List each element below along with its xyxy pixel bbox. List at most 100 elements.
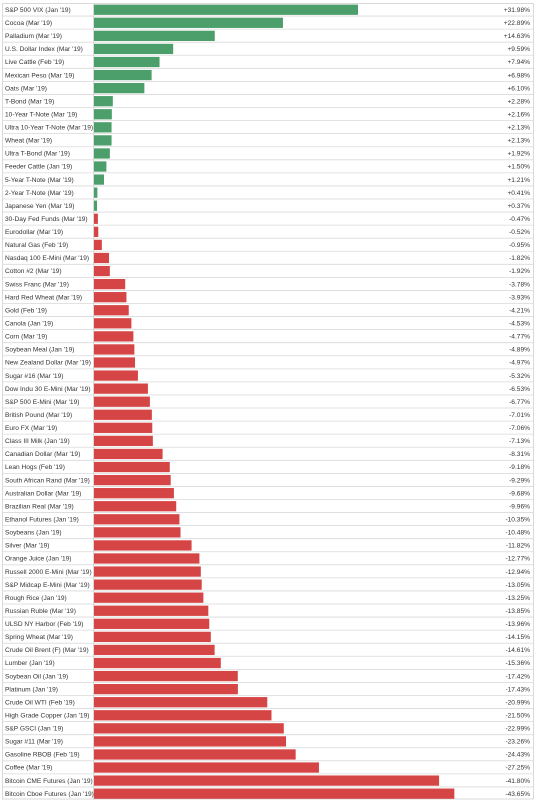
category-label: Coffee (Mar '19): [5, 765, 52, 772]
category-label: 30-Day Fed Funds (Mar '19): [5, 216, 88, 223]
bar: [94, 200, 98, 211]
bar: [94, 56, 160, 68]
value-label: -0.95%: [509, 242, 530, 249]
category-label: Japanese Yen (Mar '19): [5, 203, 74, 210]
category-label: Wheat (Mar '19): [5, 138, 52, 145]
value-label: -0.52%: [509, 229, 530, 236]
category-label: Cocoa (Mar '19): [5, 20, 52, 27]
value-label: -1.92%: [509, 268, 530, 275]
category-label: Hard Red Wheat (Mar '19): [5, 294, 82, 301]
category-label: Crude Oil Brent (F) (Mar '19): [5, 647, 89, 654]
value-label: -23.26%: [505, 739, 530, 746]
category-label: Australian Dollar (Mar '19): [5, 490, 81, 497]
value-label: -4.21%: [509, 307, 530, 314]
bar: [94, 187, 98, 198]
value-label: -15.36%: [505, 660, 530, 667]
bar: [94, 697, 268, 708]
bar: [94, 435, 153, 447]
bar: [94, 96, 113, 107]
category-label: New Zealand Dollar (Mar '19): [5, 360, 91, 367]
category-label: High Grade Copper (Jan '19): [5, 712, 89, 719]
value-label: -41.80%: [505, 778, 530, 785]
category-label: Ethanol Futures (Jan '19): [5, 516, 79, 523]
category-label: Class III Milk (Jan '19): [5, 438, 70, 445]
value-label: -17.42%: [505, 673, 530, 680]
value-label: +2.28%: [507, 98, 530, 105]
bar: [94, 43, 174, 55]
value-label: -8.31%: [509, 451, 530, 458]
value-label: -10.35%: [505, 516, 530, 523]
value-label: -43.65%: [505, 791, 530, 798]
bar: [94, 4, 358, 15]
bar: [94, 69, 152, 81]
bar: [94, 278, 126, 290]
bar: [94, 488, 174, 499]
value-label: -6.77%: [509, 399, 530, 406]
value-label: -13.96%: [505, 621, 530, 628]
category-label: S&P Midcap E-Mini (Mar '19): [5, 582, 90, 589]
bar: [94, 252, 110, 264]
value-label: -4.53%: [509, 321, 530, 328]
value-label: -14.61%: [505, 647, 530, 654]
value-label: +0.37%: [507, 203, 530, 210]
value-label: +1.21%: [507, 177, 530, 184]
value-label: -10.48%: [505, 530, 530, 537]
category-label: British Pound (Mar '19): [5, 412, 72, 419]
bar: [94, 17, 283, 28]
category-label: Soybean Oil (Jan '19): [5, 673, 68, 680]
category-label: Dow Indu 30 E-Mini (Mar '19): [5, 386, 91, 393]
value-label: -7.06%: [509, 425, 530, 432]
bar: [94, 161, 107, 172]
category-label: S&P 500 E-Mini (Mar '19): [5, 399, 79, 406]
bar: [94, 710, 272, 721]
category-label: Platinum (Jan '19): [5, 686, 58, 693]
bar: [94, 383, 148, 394]
value-label: -7.01%: [509, 412, 530, 419]
category-label: Canadian Dollar (Mar '19): [5, 451, 80, 458]
value-label: -4.97%: [509, 360, 530, 367]
category-label: S&P 500 VIX (Jan '19): [5, 7, 71, 14]
value-label: -20.99%: [505, 699, 530, 706]
bar: [94, 213, 98, 224]
category-label: 10-Year T-Note (Mar '19): [5, 111, 77, 118]
bar: [94, 109, 112, 120]
value-label: -9.68%: [509, 490, 530, 497]
bar: [94, 226, 99, 237]
bar: [94, 174, 104, 185]
value-label: -12.94%: [505, 569, 530, 576]
category-label: Nasdaq 100 E-Mini (Mar '19): [5, 255, 89, 262]
bar: [94, 265, 110, 277]
bar: [94, 331, 134, 342]
bar: [94, 566, 201, 577]
category-label: ULSD NY Harbor (Feb '19): [5, 621, 83, 628]
category-label: Oats (Mar '19): [5, 85, 47, 92]
value-label: +7.94%: [507, 59, 530, 66]
category-label: Bitcoin CME Futures (Jan '19): [5, 778, 93, 785]
bar: [94, 592, 204, 603]
bar: [94, 357, 136, 368]
bar: [94, 540, 192, 551]
value-label: -14.15%: [505, 634, 530, 641]
category-label: Canola (Jan '19): [5, 321, 53, 328]
category-label: Russell 2000 E-Mini (Mar '19): [5, 569, 92, 576]
category-label: Brazilian Real (Mar '19): [5, 503, 74, 510]
chart-frame: [2, 3, 534, 800]
category-label: South African Rand (Mar '19): [5, 477, 90, 484]
category-label: Silver (Mar '19): [5, 543, 50, 550]
category-label: Mexican Peso (Mar '19): [5, 72, 74, 79]
bar: [94, 501, 177, 512]
value-label: -24.43%: [505, 752, 530, 759]
bar: [94, 605, 209, 616]
bar: [94, 514, 180, 525]
bar: [94, 239, 102, 251]
bar: [94, 762, 319, 773]
bar: [94, 122, 112, 133]
category-label: Feeder Cattle (Jan '19): [5, 164, 72, 171]
value-label: -9.96%: [509, 503, 530, 510]
bar: [94, 305, 129, 316]
bar: [94, 749, 296, 760]
value-label: -13.25%: [505, 595, 530, 602]
value-label: +31.98%: [504, 7, 530, 14]
bar: [94, 775, 440, 786]
